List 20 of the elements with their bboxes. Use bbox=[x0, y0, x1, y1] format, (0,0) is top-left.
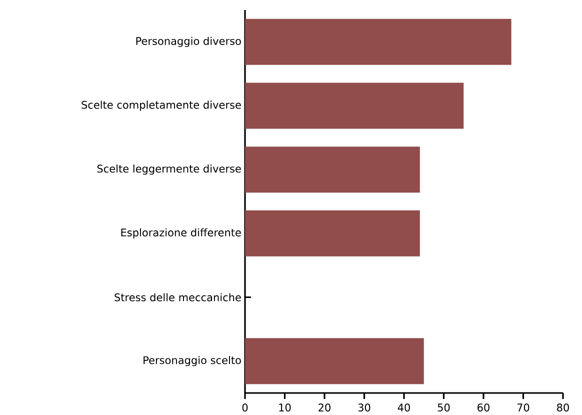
x-tick-label: 70 bbox=[517, 404, 530, 412]
x-tick-label: 30 bbox=[358, 404, 370, 412]
y-tick-label: Personaggio diverso bbox=[136, 36, 241, 47]
x-tick-label: 40 bbox=[398, 404, 410, 412]
x-tick-label: 0 bbox=[242, 404, 248, 412]
x-tick-label: 60 bbox=[478, 404, 490, 412]
y-tick-label: Stress delle meccaniche bbox=[114, 293, 241, 302]
bar bbox=[245, 18, 512, 65]
x-tick-label: 10 bbox=[279, 404, 291, 412]
x-tick-label: 50 bbox=[438, 404, 450, 412]
bar bbox=[245, 338, 424, 384]
y-tick-label: Esplorazione differente bbox=[121, 228, 241, 238]
y-tick-label: Personaggio scelto bbox=[144, 356, 241, 366]
x-tick-label: 80 bbox=[557, 404, 569, 412]
bar bbox=[245, 146, 420, 193]
y-tick-label: Scelte completamente diverse bbox=[82, 100, 241, 111]
x-tick-label: 20 bbox=[318, 404, 330, 412]
bar bbox=[245, 82, 464, 129]
y-tick-label: Scelte leggermente diverse bbox=[97, 164, 241, 175]
bar bbox=[245, 210, 420, 256]
